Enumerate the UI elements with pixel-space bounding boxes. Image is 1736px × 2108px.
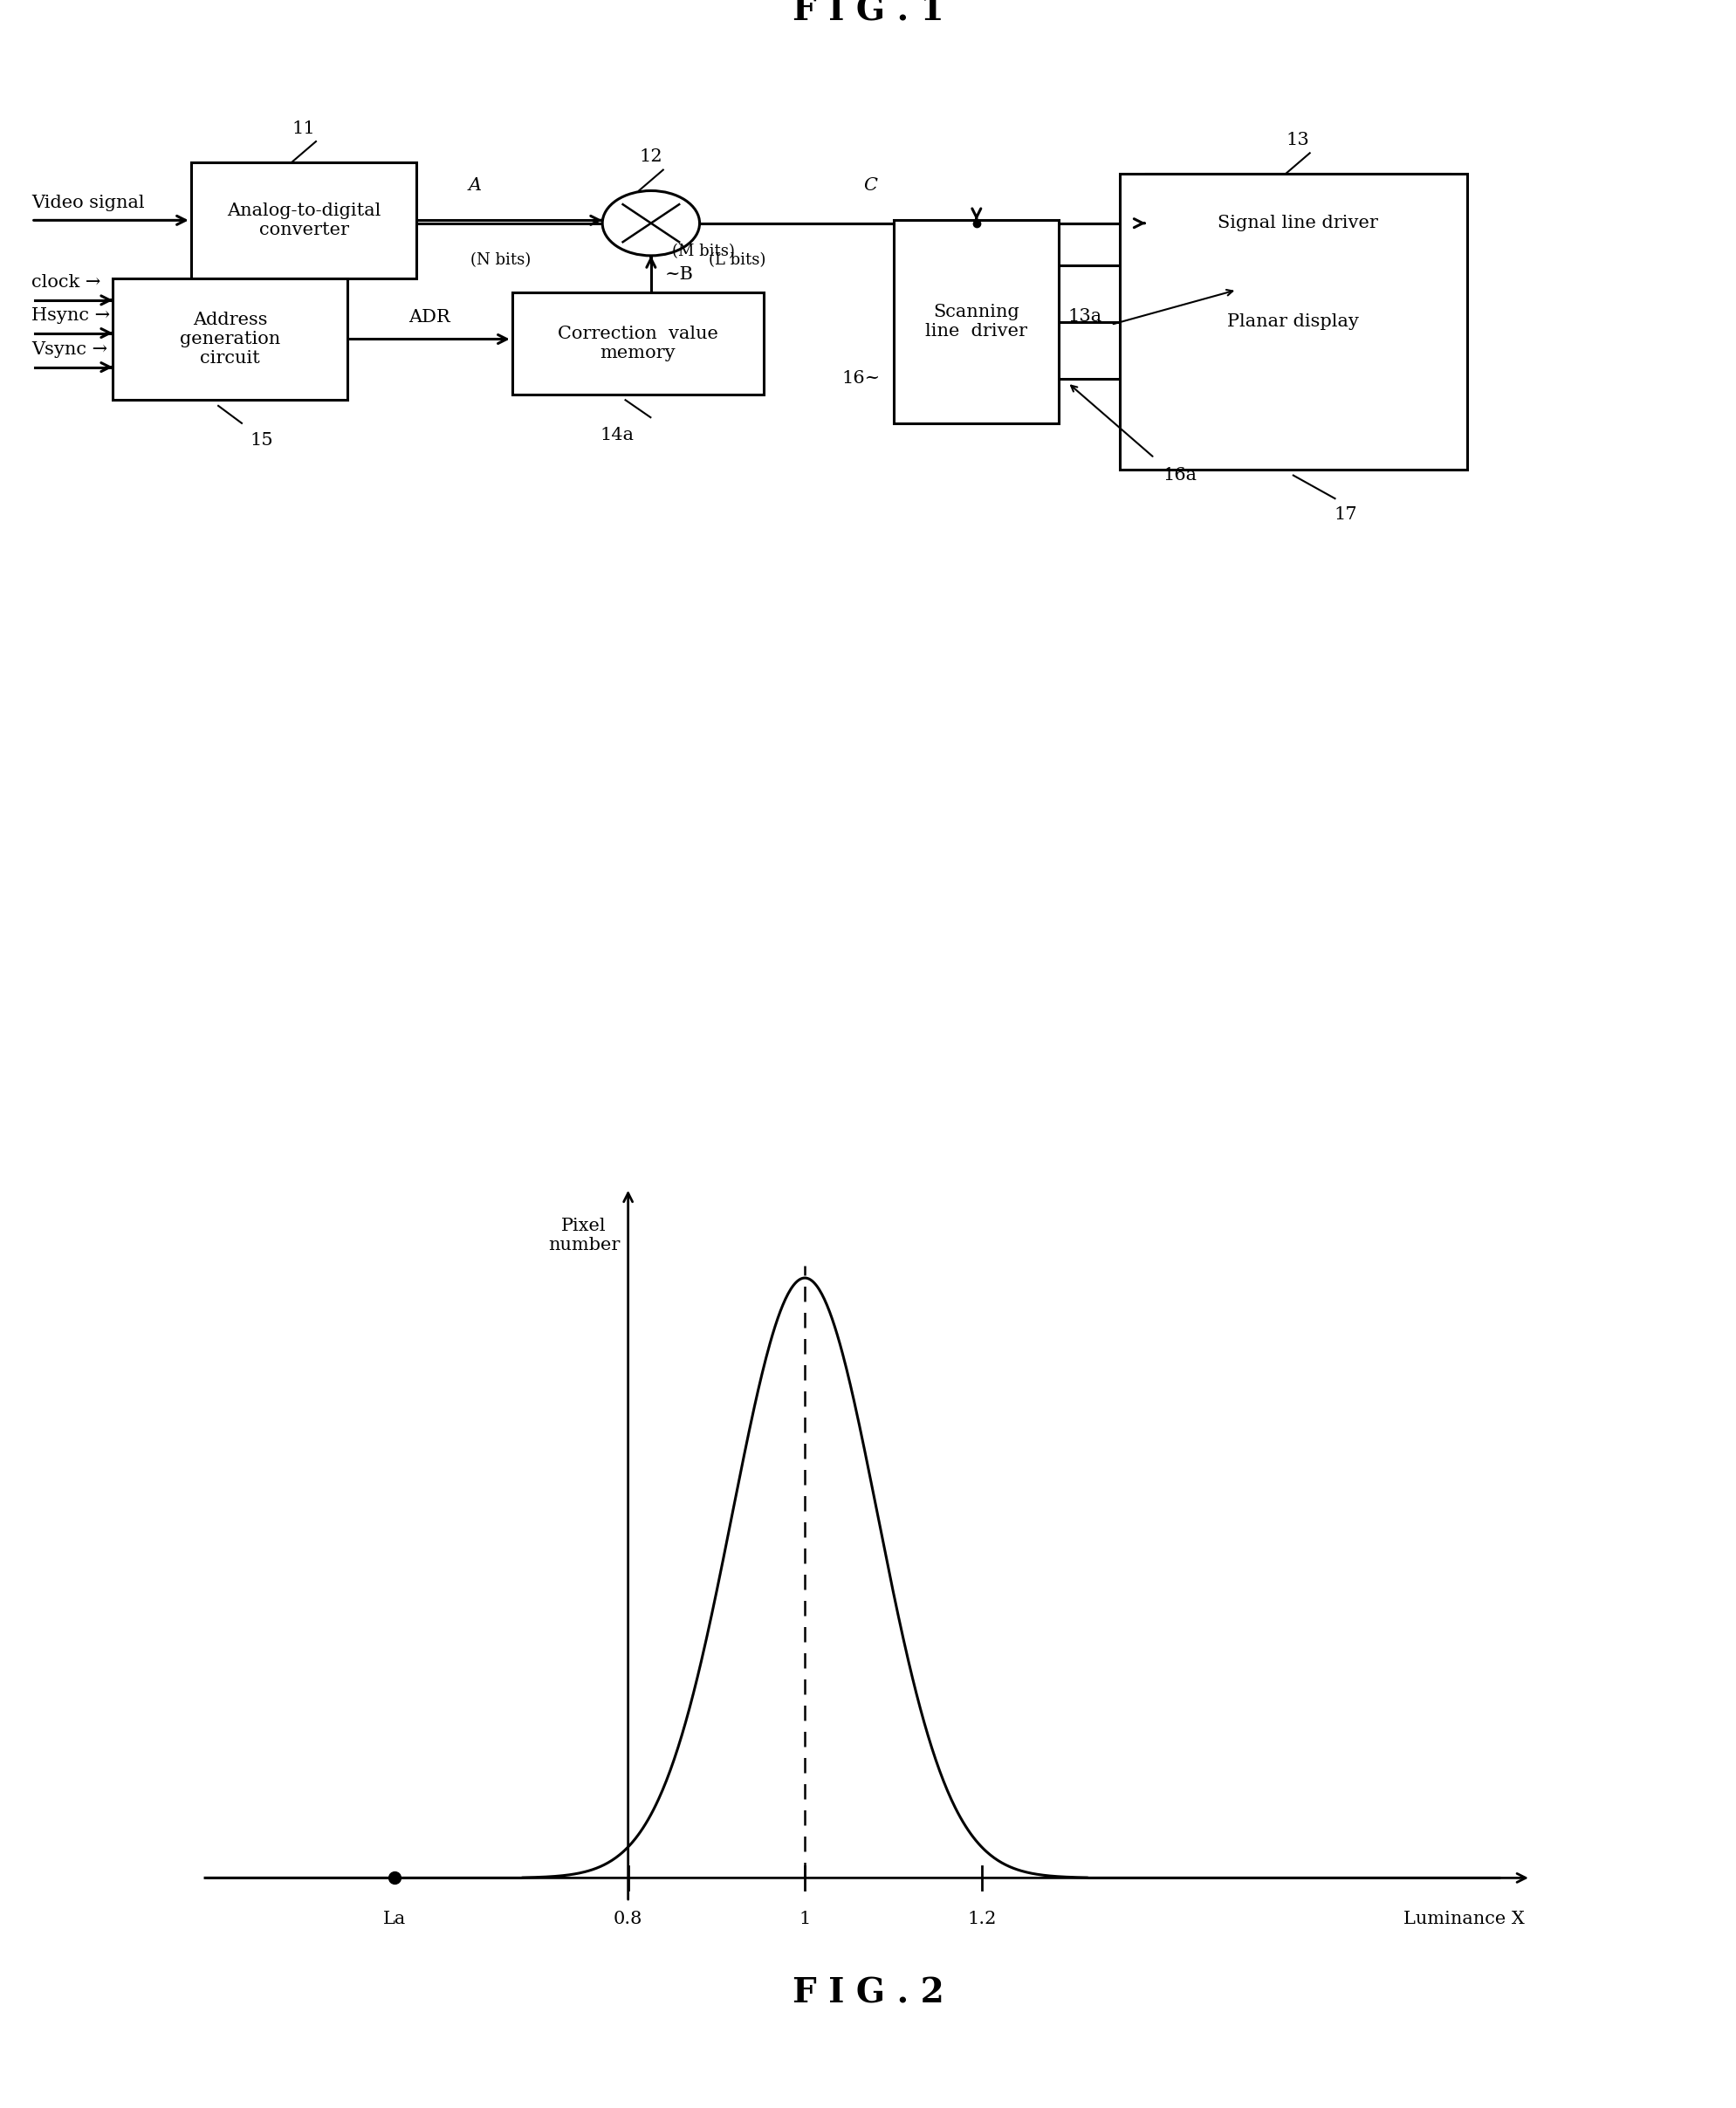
Text: ADR: ADR — [408, 308, 451, 325]
FancyBboxPatch shape — [894, 219, 1059, 424]
Text: Analog-to-digital
converter: Analog-to-digital converter — [227, 202, 380, 238]
Text: 1: 1 — [799, 1910, 811, 1927]
Text: 0.8: 0.8 — [613, 1910, 642, 1927]
Text: 13a: 13a — [1068, 308, 1102, 325]
Text: Address
generation
circuit: Address generation circuit — [181, 312, 279, 367]
Text: 17: 17 — [1333, 506, 1358, 523]
Text: Scanning
line  driver: Scanning line driver — [925, 304, 1028, 339]
Text: 14a: 14a — [599, 426, 634, 443]
Text: 16~: 16~ — [842, 371, 880, 388]
Text: 15: 15 — [250, 432, 274, 449]
FancyBboxPatch shape — [1120, 175, 1467, 470]
Text: Planar display: Planar display — [1227, 314, 1359, 331]
Text: La: La — [384, 1910, 406, 1927]
Text: 11: 11 — [292, 120, 316, 137]
Text: Pixel
number: Pixel number — [549, 1218, 620, 1254]
FancyBboxPatch shape — [113, 278, 347, 401]
Text: C: C — [863, 177, 878, 194]
FancyBboxPatch shape — [1146, 175, 1450, 272]
Text: Correction  value
memory: Correction value memory — [557, 325, 719, 360]
Text: Vsync →: Vsync → — [31, 341, 108, 358]
Text: (L bits): (L bits) — [708, 253, 766, 268]
FancyBboxPatch shape — [512, 293, 764, 394]
Text: Video signal: Video signal — [31, 194, 144, 211]
Text: A: A — [469, 177, 481, 194]
Text: 1.2: 1.2 — [967, 1910, 996, 1927]
Text: Signal line driver: Signal line driver — [1217, 215, 1378, 232]
Text: (M bits): (M bits) — [672, 245, 734, 259]
Text: 16a: 16a — [1163, 468, 1198, 485]
FancyBboxPatch shape — [191, 162, 417, 278]
Text: F I G . 1: F I G . 1 — [792, 0, 944, 27]
Text: Hsync →: Hsync → — [31, 308, 109, 325]
Circle shape — [602, 190, 700, 255]
Text: (N bits): (N bits) — [470, 253, 531, 268]
Text: clock →: clock → — [31, 274, 101, 291]
Text: 13: 13 — [1286, 133, 1309, 148]
Text: 12: 12 — [639, 150, 663, 164]
Text: F I G . 2: F I G . 2 — [792, 1977, 944, 2011]
Text: Luminance X: Luminance X — [1403, 1910, 1524, 1927]
Text: ~B: ~B — [665, 266, 694, 282]
